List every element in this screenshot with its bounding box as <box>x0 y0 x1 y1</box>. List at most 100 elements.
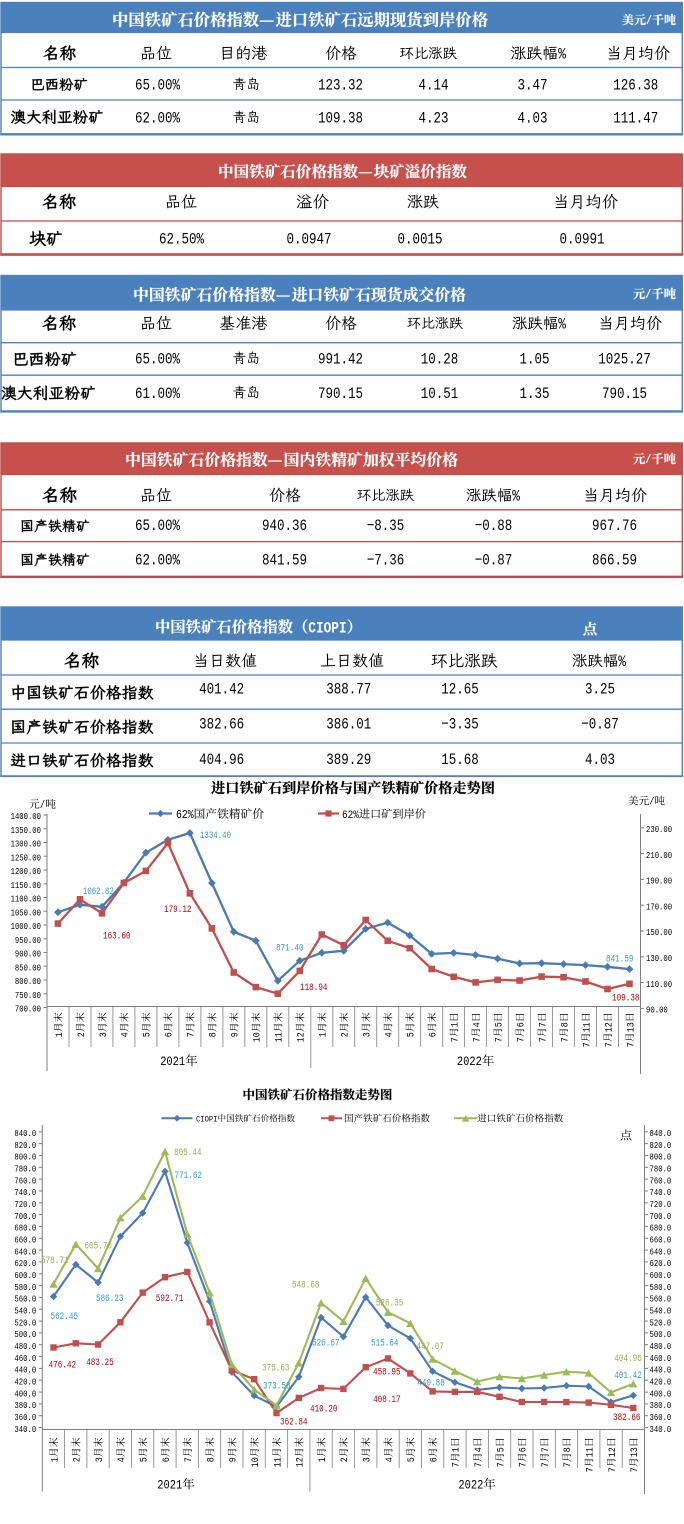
svg-text:179.12: 179.12 <box>164 904 192 916</box>
svg-text:840.0: 840.0 <box>650 1129 672 1139</box>
svg-text:7: 7 <box>184 1457 195 1462</box>
svg-text:6: 6 <box>165 1032 176 1037</box>
svg-text:600.0: 600.0 <box>650 1271 672 1281</box>
svg-text:12: 12 <box>608 1447 619 1457</box>
svg-text:10: 10 <box>253 1032 264 1042</box>
svg-text:1: 1 <box>452 1447 463 1452</box>
svg-text:790.15: 790.15 <box>318 385 363 403</box>
svg-text:3.25: 3.25 <box>585 681 615 699</box>
svg-text:9: 9 <box>229 1457 240 1462</box>
svg-text:163.60: 163.60 <box>103 930 131 942</box>
svg-text:440.0: 440.0 <box>14 1366 36 1376</box>
svg-text:11: 11 <box>273 1457 284 1467</box>
svg-text:0.0947: 0.0947 <box>287 231 332 249</box>
svg-text:1200.00: 1200.00 <box>11 867 41 877</box>
svg-text:109.38: 109.38 <box>612 993 640 1005</box>
svg-text:−0.87: −0.87 <box>581 715 619 733</box>
svg-text:600.0: 600.0 <box>14 1271 36 1281</box>
svg-text:1250.00: 1250.00 <box>11 854 41 864</box>
svg-text:90.00: 90.00 <box>646 1006 668 1016</box>
svg-text:6: 6 <box>516 1022 527 1027</box>
svg-text:111.47: 111.47 <box>613 110 658 128</box>
svg-text:123.32: 123.32 <box>318 77 363 95</box>
svg-text:540.0: 540.0 <box>14 1307 36 1317</box>
svg-text:4.14: 4.14 <box>419 77 449 95</box>
svg-text:2: 2 <box>341 1032 352 1037</box>
svg-text:7: 7 <box>608 1467 619 1472</box>
svg-text:1300.00: 1300.00 <box>11 840 41 850</box>
svg-text:410.20: 410.20 <box>310 1404 338 1416</box>
svg-text:/: / <box>646 14 652 28</box>
svg-text:170.00: 170.00 <box>646 902 672 912</box>
svg-text:620.0: 620.0 <box>650 1259 672 1269</box>
svg-text:7: 7 <box>452 1462 463 1467</box>
svg-text:967.76: 967.76 <box>592 517 637 535</box>
svg-text:360.0: 360.0 <box>14 1413 36 1423</box>
svg-text:1025.27: 1025.27 <box>598 351 651 369</box>
svg-text:7: 7 <box>626 1042 637 1047</box>
svg-text:/: / <box>645 453 651 467</box>
svg-text:408.17: 408.17 <box>373 1394 401 1406</box>
svg-text:500.0: 500.0 <box>650 1330 672 1340</box>
svg-text:1400.00: 1400.00 <box>11 812 41 822</box>
svg-text:820.0: 820.0 <box>14 1141 36 1151</box>
svg-text:/: / <box>40 800 45 812</box>
svg-text:%: % <box>558 315 566 333</box>
svg-text:871.40: 871.40 <box>276 943 304 955</box>
svg-text:578.71: 578.71 <box>41 1255 69 1267</box>
svg-text:6: 6 <box>162 1457 173 1462</box>
svg-text:2: 2 <box>340 1457 351 1462</box>
svg-text:375.63: 375.63 <box>262 1363 290 1375</box>
svg-text:62%: 62% <box>342 810 359 822</box>
svg-text:2022: 2022 <box>457 1055 482 1069</box>
svg-text:447.07: 447.07 <box>416 1341 444 1353</box>
svg-text:7: 7 <box>519 1462 530 1467</box>
svg-text:388.77: 388.77 <box>326 681 371 699</box>
svg-text:7: 7 <box>582 1042 593 1047</box>
svg-text:0.0991: 0.0991 <box>560 231 605 249</box>
svg-text:373.58: 373.58 <box>263 1381 291 1393</box>
svg-text:3: 3 <box>363 1457 374 1462</box>
svg-text:10: 10 <box>251 1457 262 1467</box>
svg-text:7: 7 <box>630 1467 641 1472</box>
svg-text:401.42: 401.42 <box>199 681 244 699</box>
svg-text:700.0: 700.0 <box>14 1212 36 1222</box>
svg-text:5: 5 <box>407 1032 418 1037</box>
svg-text:10.51: 10.51 <box>421 385 459 403</box>
svg-text:3: 3 <box>95 1457 106 1462</box>
svg-text:12: 12 <box>297 1032 308 1042</box>
svg-text:7: 7 <box>541 1462 552 1467</box>
svg-text:6: 6 <box>429 1457 440 1462</box>
svg-text:2021: 2021 <box>157 1479 182 1493</box>
svg-text:850.00: 850.00 <box>15 964 41 974</box>
svg-text:790.15: 790.15 <box>602 385 647 403</box>
svg-text:586.23: 586.23 <box>96 1293 124 1305</box>
svg-text:−8.35: −8.35 <box>367 517 405 535</box>
svg-text:7: 7 <box>496 1462 507 1467</box>
svg-text:401.42: 401.42 <box>614 1370 642 1382</box>
svg-text:2022: 2022 <box>458 1479 483 1493</box>
svg-text:9: 9 <box>231 1032 242 1037</box>
svg-text:7: 7 <box>586 1467 597 1472</box>
svg-text:562.45: 562.45 <box>51 1311 79 1323</box>
svg-text:780.0: 780.0 <box>14 1165 36 1175</box>
svg-text:11: 11 <box>582 1022 593 1032</box>
svg-text:1150.00: 1150.00 <box>11 881 41 891</box>
svg-text:190.00: 190.00 <box>646 877 672 887</box>
svg-text:420.0: 420.0 <box>14 1377 36 1387</box>
svg-text:740.0: 740.0 <box>14 1188 36 1198</box>
svg-text:940.36: 940.36 <box>262 517 307 535</box>
svg-text:866.59: 866.59 <box>592 551 637 569</box>
svg-text:4: 4 <box>472 1022 483 1027</box>
svg-text:580.0: 580.0 <box>650 1283 672 1293</box>
svg-text:1000.00: 1000.00 <box>11 922 41 932</box>
svg-text:4: 4 <box>385 1032 396 1037</box>
svg-text:680.0: 680.0 <box>650 1224 672 1234</box>
svg-text:700.00: 700.00 <box>15 1005 41 1015</box>
svg-text:13: 13 <box>630 1447 641 1457</box>
svg-text:230.00: 230.00 <box>646 825 672 835</box>
svg-text:6: 6 <box>519 1447 530 1452</box>
svg-text:5: 5 <box>140 1457 151 1462</box>
svg-text:1062.82: 1062.82 <box>83 886 114 898</box>
svg-text:CIOPI: CIOPI <box>196 1114 218 1124</box>
